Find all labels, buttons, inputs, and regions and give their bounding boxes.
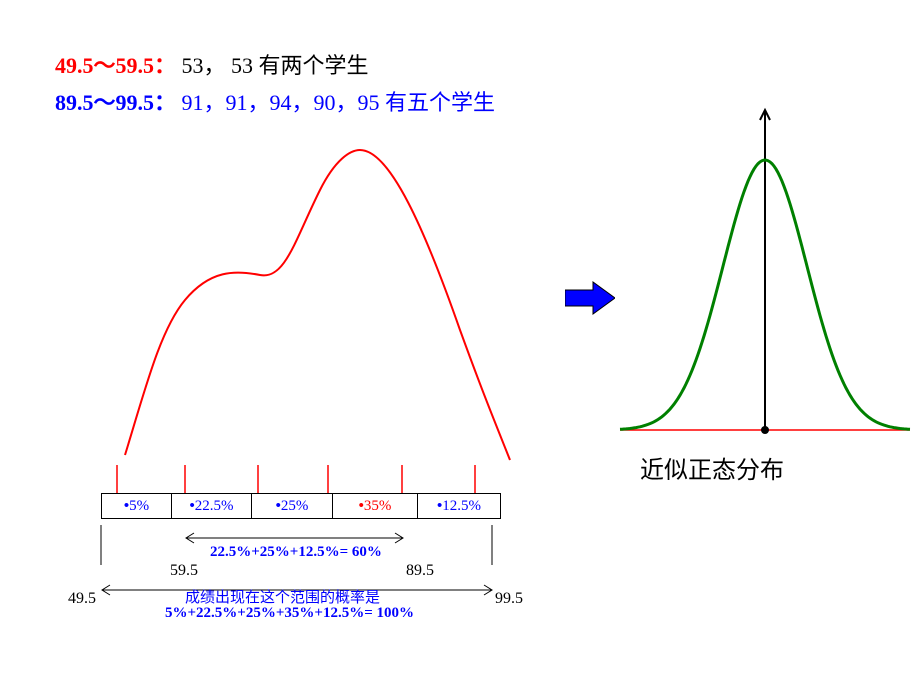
suffix-2: 有五个学生 <box>385 90 495 115</box>
percent-cell: •35% <box>333 494 418 519</box>
density-diagram: •5%•22.5%•25%•35%•12.5% 59.5 89.5 22.5%+… <box>30 130 530 660</box>
arrow-icon <box>565 280 615 316</box>
percent-cell: •12.5% <box>418 494 501 519</box>
header-line-1: 49.5～59.5： 53， 53 有两个学生 <box>55 48 369 80</box>
equation-100pct-label: 成绩出现在这个范围的概率是 <box>185 586 380 607</box>
density-curve <box>125 150 510 460</box>
normal-dist-label: 近似正态分布 <box>640 450 784 485</box>
data-1: 53， 53 <box>182 53 254 78</box>
equation-60pct: 22.5%+25%+12.5%= 60% <box>210 544 382 561</box>
header-line-2: 89.5～99.5： 91，91，94，90，95 有五个学生 <box>55 85 495 117</box>
sub-label-right: 89.5 <box>406 562 434 580</box>
normal-dist-diagram <box>620 100 910 480</box>
data-2: 91，91，94，90，95 <box>182 90 380 115</box>
range-1: 49.5～59.5： <box>55 53 176 78</box>
transition-arrow <box>565 280 615 316</box>
full-label-left: 49.5 <box>68 590 96 608</box>
equation-100pct: 5%+22.5%+25%+35%+12.5%= 100% <box>165 605 414 622</box>
origin-dot <box>761 426 769 434</box>
percent-cell: •25% <box>252 494 333 519</box>
suffix-1: 有两个学生 <box>259 53 369 78</box>
range-2: 89.5～99.5： <box>55 90 176 115</box>
percent-table: •5%•22.5%•25%•35%•12.5% <box>101 493 501 519</box>
density-svg <box>30 130 530 660</box>
sub-label-left: 59.5 <box>170 562 198 580</box>
percent-row: •5%•22.5%•25%•35%•12.5% <box>102 494 501 519</box>
normal-svg <box>620 100 910 480</box>
bin-ticks <box>117 465 475 493</box>
percent-cell: •22.5% <box>172 494 252 519</box>
percent-cell: •5% <box>102 494 172 519</box>
full-label-right: 99.5 <box>495 590 523 608</box>
